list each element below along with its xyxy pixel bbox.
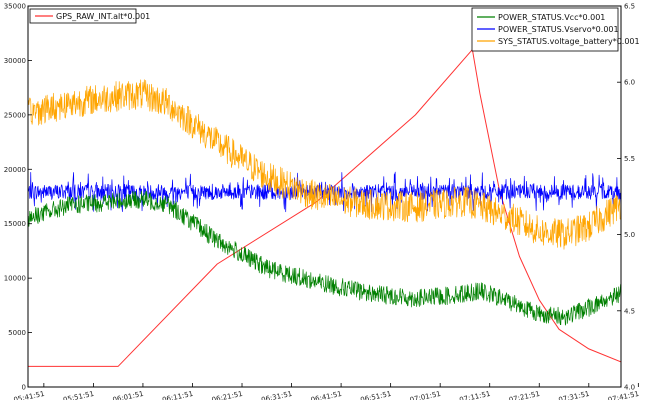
legend-left: GPS_RAW_INT.alt*0.001	[29, 8, 150, 24]
x-tick-label: 07:21:51	[508, 390, 540, 400]
x-tick-label: 06:01:51	[112, 390, 144, 400]
x-tick-label: 05:41:51	[13, 390, 45, 400]
y-right-tick-label: 4.5	[624, 307, 635, 315]
x-tick-label: 07:31:51	[558, 390, 590, 400]
y-left-tick-label: 15000	[4, 220, 26, 228]
x-tick-label: 07:11:51	[459, 390, 491, 400]
series-line-4	[28, 79, 621, 250]
y-left-tick-label: 20000	[4, 166, 26, 174]
y-left-tick-label: 25000	[4, 111, 26, 119]
legend-label-vservo: POWER_STATUS.Vservo*0.001	[498, 25, 619, 34]
legend-left-box	[29, 8, 137, 24]
series-layer	[28, 49, 621, 367]
x-tick-label: 07:41:51	[607, 390, 639, 400]
y-right-tick-label: 5.5	[624, 155, 635, 163]
x-tick-label: 06:11:51	[161, 390, 193, 400]
series-line-2	[28, 190, 621, 326]
y-right-tick-label: 5.0	[624, 231, 635, 239]
y-left-tick-label: 35000	[4, 3, 26, 11]
legend-label-gps-alt: GPS_RAW_INT.alt*0.001	[56, 12, 150, 21]
legend-label-vcc: POWER_STATUS.Vcc*0.001	[498, 13, 605, 22]
y-right-tick-label: 4.0	[624, 384, 635, 392]
y-left-tick-label: 5000	[8, 329, 26, 337]
legend-label-battery: SYS_STATUS.voltage_battery*0.001	[498, 37, 640, 46]
y-right-tick-label: 6.0	[624, 79, 635, 87]
y-left-tick-label: 0	[22, 384, 26, 392]
x-tick-label: 06:41:51	[310, 390, 342, 400]
plot-frame	[27, 5, 622, 388]
x-tick-label: 06:21:51	[211, 390, 243, 400]
legend-right: POWER_STATUS.Vcc*0.001 POWER_STATUS.Vser…	[471, 7, 640, 52]
y-right-tick-label: 6.5	[624, 3, 635, 11]
x-tick-label: 07:01:51	[409, 390, 441, 400]
x-tick-label: 05:51:51	[62, 390, 94, 400]
legend-right-box	[471, 7, 619, 52]
x-tick-label: 06:51:51	[360, 390, 392, 400]
y-left-tick-label: 10000	[4, 275, 26, 283]
axes: 05:41:51 05:51:51 06:01:51 06:11:51 06:21:51…	[4, 3, 640, 400]
series-line-1	[28, 49, 621, 367]
y-left-tick-label: 30000	[4, 57, 26, 65]
x-tick-label: 06:31:51	[261, 390, 293, 400]
